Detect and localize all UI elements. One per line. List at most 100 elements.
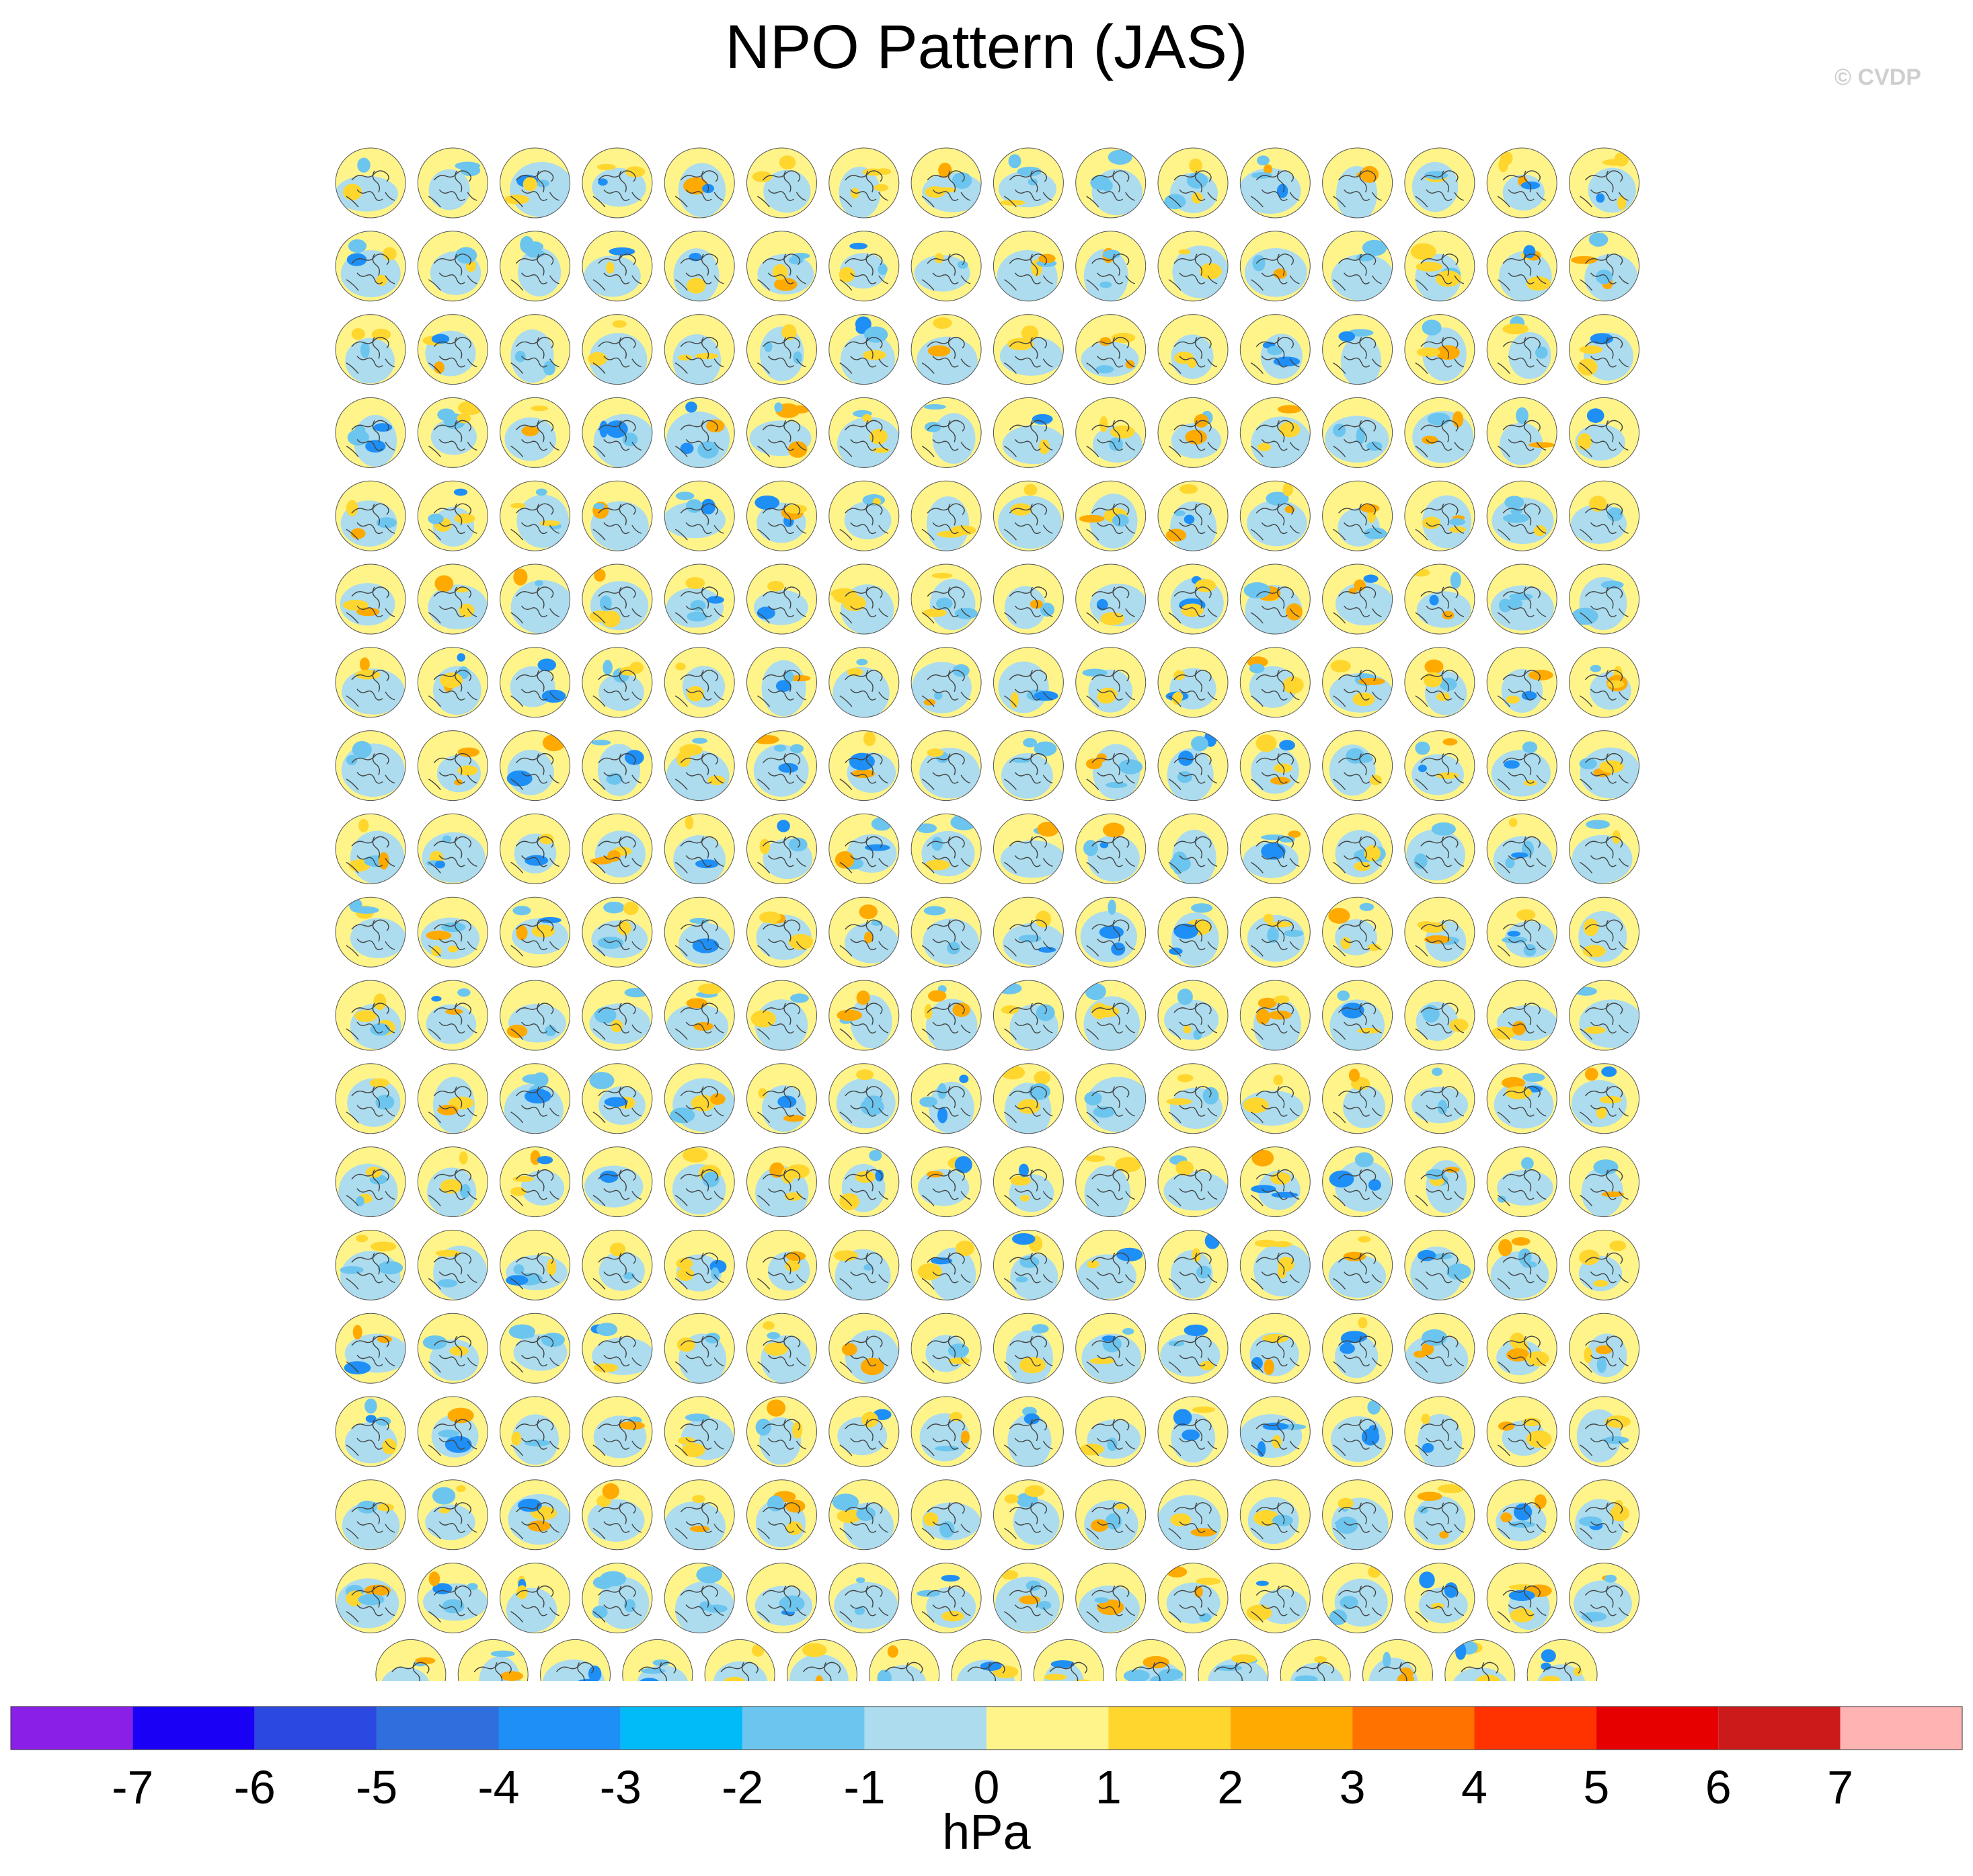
- map-panel: [869, 1639, 940, 1681]
- colorbar-tick-label: -6: [234, 1761, 276, 1813]
- colorbar-unit-label: hPa: [942, 1804, 1031, 1860]
- map-panel: [582, 647, 653, 718]
- map-panel: [911, 1563, 982, 1634]
- map-panel: [1157, 1146, 1229, 1218]
- colorbar-tick-label: -5: [356, 1761, 397, 1813]
- map-panel: [417, 1229, 488, 1300]
- map-panel: [828, 896, 900, 968]
- map-panel: [1569, 147, 1639, 219]
- map-panel: [500, 1479, 571, 1551]
- map-panel: [500, 231, 571, 302]
- map-panel: [335, 1146, 406, 1218]
- map-panel: [1322, 563, 1393, 635]
- map-panel: [746, 1063, 817, 1134]
- map-panel: [335, 1313, 406, 1384]
- map-panel: [335, 231, 406, 302]
- map-panel: [1322, 730, 1393, 802]
- map-panel: [335, 896, 406, 968]
- map-panel: [1486, 1563, 1557, 1634]
- map-panel: [993, 397, 1064, 468]
- map-panel: [951, 1639, 1022, 1681]
- map-panel: [417, 896, 488, 968]
- map-panel: [1322, 1479, 1393, 1551]
- map-panel: [1239, 980, 1311, 1051]
- map-panel: [1404, 813, 1475, 884]
- map-panel: [1075, 147, 1147, 219]
- map-panel: [828, 1479, 900, 1551]
- map-panel: [993, 563, 1064, 635]
- colorbar-tick-label: -3: [600, 1761, 642, 1813]
- map-panel: [1569, 1229, 1639, 1300]
- map-panel: [375, 1639, 447, 1681]
- map-panel: [1569, 980, 1639, 1051]
- map-panel: [746, 1313, 817, 1384]
- map-panel: [417, 813, 488, 884]
- map-panel: [1280, 1639, 1351, 1681]
- map-panel: [664, 147, 735, 219]
- map-panel: [1404, 147, 1475, 219]
- map-panel: [582, 147, 653, 219]
- map-panel: [1239, 896, 1311, 968]
- map-panel: [1075, 647, 1147, 718]
- map-panel: [582, 1396, 653, 1467]
- map-panel: [500, 480, 571, 551]
- map-panel: [1322, 647, 1393, 718]
- map-panel: [911, 730, 982, 802]
- map-panel: [993, 1146, 1064, 1218]
- map-panel: [828, 1146, 900, 1218]
- map-panel: [1075, 1229, 1147, 1300]
- map-panel: [1239, 314, 1311, 385]
- map-panel: [582, 563, 653, 635]
- map-panel: [1404, 980, 1475, 1051]
- colorbar-tick-label: -4: [477, 1761, 519, 1813]
- map-panel: [582, 1146, 653, 1218]
- map-panel: [335, 1479, 406, 1551]
- map-panel: [1239, 1146, 1311, 1218]
- map-panel: [993, 730, 1064, 802]
- map-panel: [1569, 1563, 1639, 1634]
- colorbar-tick-label: 5: [1583, 1761, 1609, 1813]
- map-panel: [335, 1229, 406, 1300]
- map-panel: [1569, 1479, 1639, 1551]
- map-panel: [993, 980, 1064, 1051]
- map-panel: [746, 647, 817, 718]
- map-panel: [828, 980, 900, 1051]
- colorbar-swatch: [254, 1707, 377, 1750]
- map-panel: [1239, 1479, 1311, 1551]
- map-panel: [1404, 1229, 1475, 1300]
- map-panel: [1075, 397, 1147, 468]
- colorbar-swatch: [1840, 1707, 1962, 1750]
- map-panel: [335, 813, 406, 884]
- map-panel: [500, 1229, 571, 1300]
- map-panel: [500, 1063, 571, 1134]
- colorbar-swatch: [377, 1707, 499, 1750]
- map-panel: [828, 1229, 900, 1300]
- map-panel: [993, 314, 1064, 385]
- colorbar-swatch: [620, 1707, 743, 1750]
- colorbar-swatch: [1474, 1707, 1596, 1750]
- map-panel: [582, 813, 653, 884]
- map-panel: [911, 1479, 982, 1551]
- map-panel: [746, 730, 817, 802]
- map-panel: [993, 147, 1064, 219]
- map-panel: [335, 730, 406, 802]
- colorbar-tick-label: 7: [1827, 1761, 1853, 1813]
- map-panel: [417, 314, 488, 385]
- map-panel: [664, 314, 735, 385]
- map-panel: [993, 231, 1064, 302]
- map-panel: [1075, 563, 1147, 635]
- map-panel: [1239, 730, 1311, 802]
- map-panel: [1322, 480, 1393, 551]
- map-panel: [993, 1479, 1064, 1551]
- map-panel: [1322, 231, 1393, 302]
- map-panel: [1486, 147, 1557, 219]
- map-panel: [1404, 1396, 1475, 1467]
- map-panel: [1569, 1396, 1639, 1467]
- map-panel: [664, 480, 735, 551]
- map-panel: [335, 147, 406, 219]
- map-panel: [1239, 1229, 1311, 1300]
- map-panel: [335, 563, 406, 635]
- map-panel: [500, 1563, 571, 1634]
- map-panel: [417, 730, 488, 802]
- map-panel: [1157, 1396, 1229, 1467]
